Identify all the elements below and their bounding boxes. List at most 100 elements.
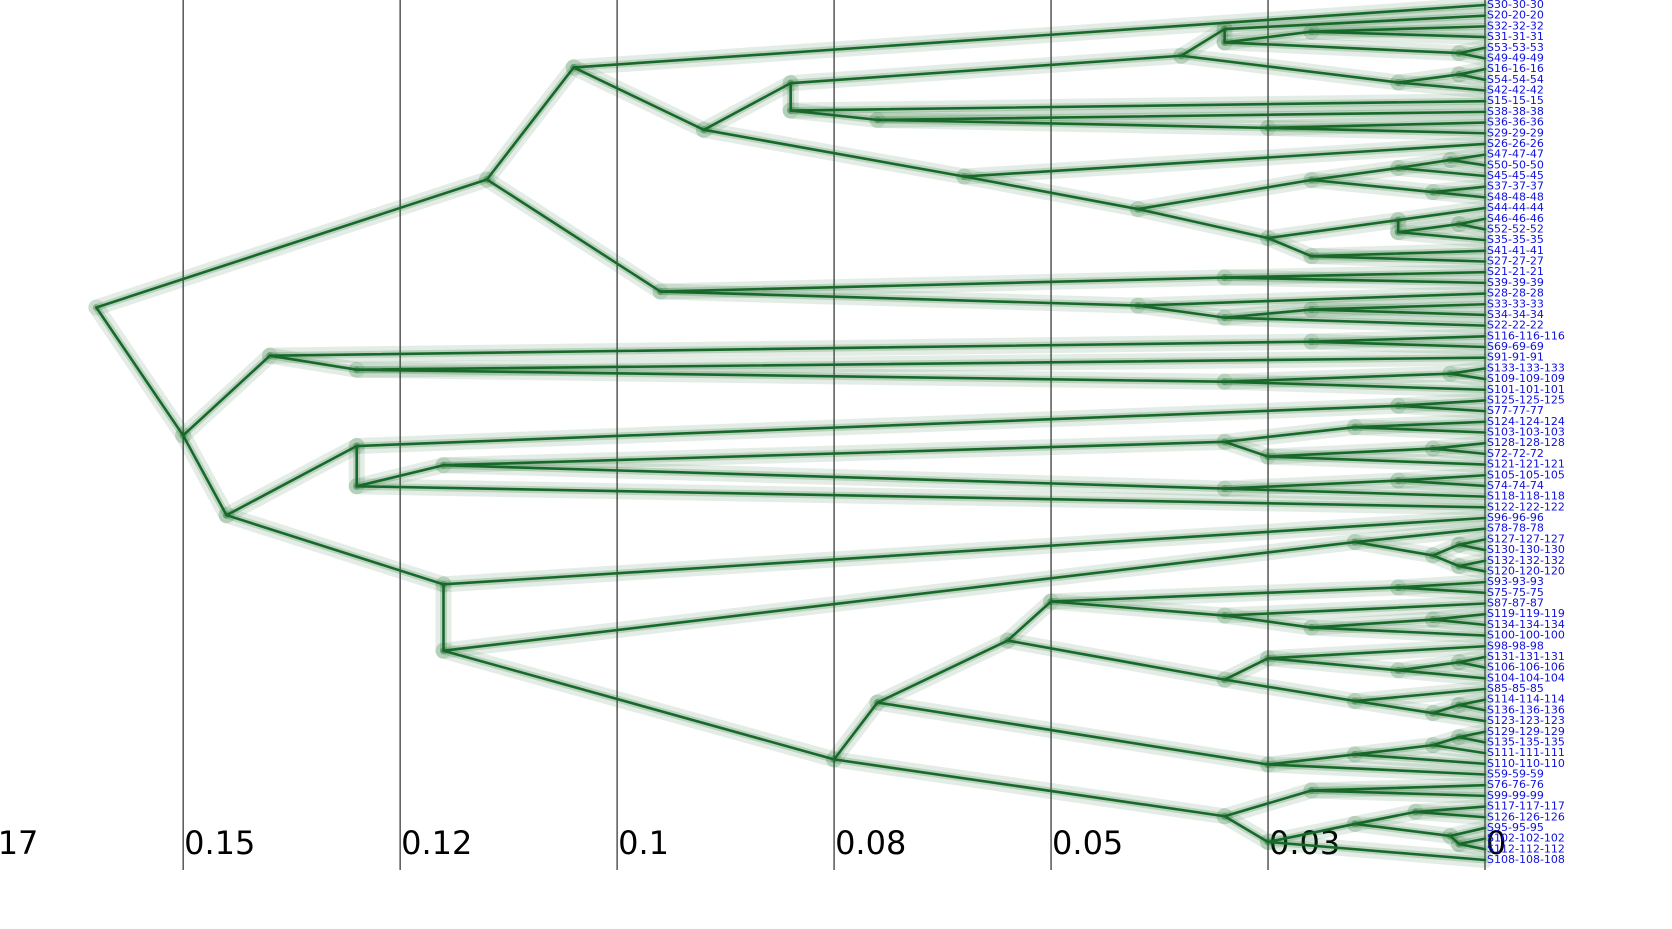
taxon-label: S75-75-75	[1487, 586, 1544, 599]
taxon-label: S54-54-54	[1487, 73, 1544, 86]
taxon-label: S99-99-99	[1487, 789, 1544, 802]
taxon-label: S39-39-39	[1487, 276, 1544, 289]
x-tick-label: 0.1	[618, 824, 669, 862]
branch	[1431, 703, 1461, 715]
branch	[1457, 217, 1487, 226]
branch	[1431, 711, 1487, 723]
branch	[789, 99, 1487, 112]
branch	[1414, 805, 1487, 814]
branch	[1049, 586, 1400, 603]
branch	[95, 178, 489, 309]
branch	[95, 306, 185, 437]
taxon-label: S21-21-21	[1487, 265, 1544, 278]
branch	[1396, 158, 1452, 170]
branch	[485, 178, 662, 293]
branch	[1396, 580, 1487, 589]
branch	[1396, 660, 1461, 672]
branch	[1353, 822, 1452, 838]
branch	[1266, 455, 1487, 466]
branch	[1448, 367, 1487, 376]
taxon-label: S26-26-26	[1487, 137, 1544, 150]
x-tick-label: 0.15	[184, 824, 255, 862]
taxon-label: S69-69-69	[1487, 340, 1544, 353]
branch	[1223, 380, 1487, 392]
taxon-label: S116-116-116	[1487, 329, 1565, 342]
branch	[659, 276, 1226, 293]
branch	[1431, 735, 1461, 747]
taxon-label: S38-38-38	[1487, 105, 1544, 118]
branch	[1457, 543, 1487, 552]
branch	[876, 701, 1270, 766]
branch	[1353, 425, 1487, 434]
branch	[1457, 46, 1487, 55]
branch	[789, 109, 879, 122]
taxon-label: S36-36-36	[1487, 116, 1544, 129]
branch	[572, 66, 706, 132]
branch	[789, 54, 1183, 85]
branch	[1179, 54, 1400, 84]
branch	[1457, 703, 1487, 712]
branch	[876, 118, 1270, 130]
branch	[876, 110, 1487, 122]
branch	[1266, 753, 1357, 766]
x-tick-label: 0.12	[401, 824, 472, 862]
branch	[1310, 789, 1487, 798]
taxon-label: S27-27-27	[1487, 255, 1544, 268]
branch	[1396, 399, 1487, 408]
branch	[1310, 335, 1487, 343]
taxon-label: S124-124-124	[1487, 415, 1565, 428]
taxon-label: S22-22-22	[1487, 319, 1544, 332]
branch	[181, 434, 228, 517]
branch	[1353, 420, 1487, 429]
branch	[1396, 73, 1461, 84]
branch	[1136, 304, 1226, 319]
branch	[1457, 222, 1487, 231]
taxon-label: S53-53-53	[1487, 41, 1544, 54]
branch	[1223, 372, 1452, 384]
taxon-label: S130-130-130	[1487, 543, 1565, 556]
branch	[268, 354, 359, 372]
taxon-label: S120-120-120	[1487, 564, 1565, 577]
taxon-label: S134-134-134	[1487, 618, 1565, 631]
taxon-label: S135-135-135	[1487, 735, 1565, 748]
branch	[832, 758, 1226, 818]
taxon-label: S123-123-123	[1487, 714, 1565, 727]
branch	[1223, 41, 1461, 55]
branch	[1396, 230, 1487, 242]
branch	[1396, 473, 1487, 482]
taxon-label: S41-41-41	[1487, 244, 1544, 257]
branch	[1310, 254, 1487, 263]
taxon-label: S87-87-87	[1487, 597, 1544, 610]
branch	[1223, 316, 1487, 327]
taxon-label: S95-95-95	[1487, 821, 1544, 834]
branch	[1223, 276, 1487, 285]
taxon-label: S35-35-35	[1487, 233, 1544, 246]
branch	[1266, 121, 1487, 130]
branch	[1006, 639, 1226, 681]
branch	[355, 463, 445, 488]
taxon-label: S50-50-50	[1487, 158, 1544, 171]
taxon-label: S47-47-47	[1487, 148, 1544, 161]
branch	[1431, 543, 1461, 557]
branch	[1179, 27, 1226, 58]
taxon-label: S44-44-44	[1487, 201, 1544, 214]
branch	[1396, 222, 1461, 234]
branch	[659, 290, 1140, 307]
branch	[1223, 678, 1357, 703]
taxon-label: S91-91-91	[1487, 351, 1544, 364]
branch	[1457, 660, 1487, 669]
branch	[1223, 308, 1313, 319]
taxon-label: S28-28-28	[1487, 287, 1544, 300]
taxon-label: S96-96-96	[1487, 511, 1544, 524]
taxon-label: S46-46-46	[1487, 212, 1544, 225]
branch	[1266, 644, 1487, 660]
taxon-label: S117-117-117	[1487, 800, 1565, 813]
taxon-label: S31-31-31	[1487, 30, 1544, 43]
taxon-label: S52-52-52	[1487, 222, 1544, 235]
branch	[962, 175, 1140, 211]
branch	[1457, 837, 1487, 846]
branch	[442, 649, 836, 761]
branch	[1223, 270, 1487, 279]
